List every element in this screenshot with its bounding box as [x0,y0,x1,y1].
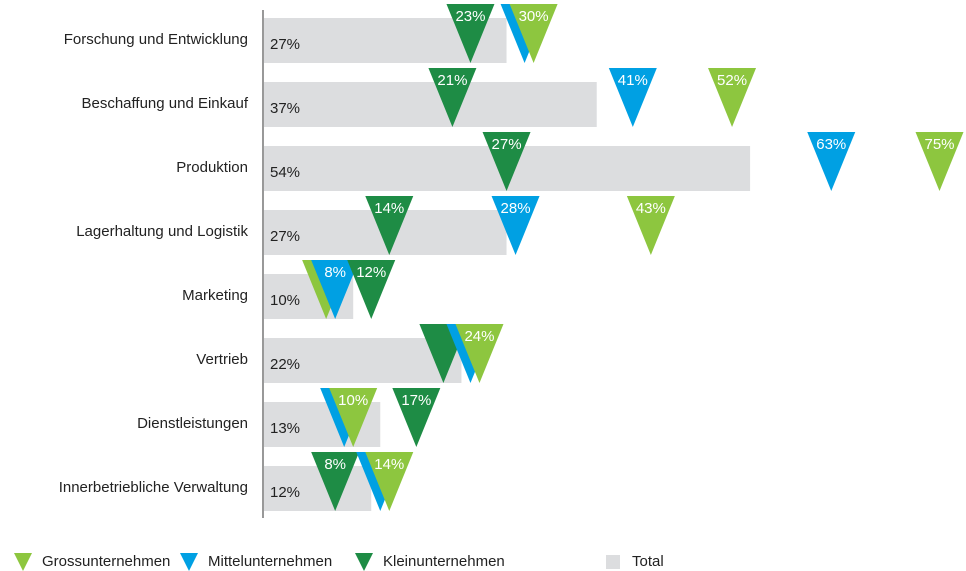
marker-group: 14% [365,452,414,511]
marker-label: 23% [455,8,485,25]
triangle-marker [626,196,675,255]
total-label: 54% [270,164,300,181]
total-label: 13% [270,420,300,437]
marker-group: 8% [311,260,360,319]
marker-group: 27% [482,132,531,191]
legend-label: Grossunternehmen [42,553,170,570]
marker-group: 30% [509,4,558,63]
marker-group: 21% [428,68,477,127]
total-label: 37% [270,100,300,117]
legend-label: Total [632,553,664,570]
marker-label: 8% [324,264,346,281]
marker-label: 24% [464,328,494,345]
triangle-marker [311,452,360,511]
triangle-marker [455,324,504,383]
legend-label: Kleinunternehmen [383,553,505,570]
triangle-marker [608,68,657,127]
marker-group: 17% [392,388,441,447]
triangle-marker [491,196,540,255]
legend-label: Mittelunternehmen [208,553,332,570]
triangle-marker [915,132,964,191]
triangle-marker [392,388,441,447]
marker-group: 63% [807,132,856,191]
total-label: 12% [270,484,300,501]
category-label: Produktion [176,159,248,176]
triangle-marker [347,260,396,319]
category-label: Forschung und Entwicklung [64,31,248,48]
marker-group: 14% [365,196,414,255]
triangle-marker [365,196,414,255]
marker-group: 23% [446,4,495,63]
marker-group: 28% [491,196,540,255]
triangle-marker [708,68,757,127]
triangle-marker [428,68,477,127]
marker-label: 28% [501,200,531,217]
marker-label: 43% [636,200,666,217]
marker-label: 21% [437,72,467,89]
triangle-marker [509,4,558,63]
marker-label: 17% [401,392,431,409]
triangle-marker [807,132,856,191]
triangle-marker [365,452,414,511]
marker-group: 10% [329,388,378,447]
marker-group: 12% [347,260,396,319]
marker-group: 52% [708,68,757,127]
marker-group: 75% [915,132,964,191]
category-label: Marketing [182,287,248,304]
category-label: Dienstleistungen [137,415,248,432]
category-label: Lagerhaltung und Logistik [76,223,248,240]
total-label: 22% [270,356,300,373]
triangle-marker [329,388,378,447]
total-label: 10% [270,292,300,309]
marker-label: 14% [374,456,404,473]
total-label: 27% [270,228,300,245]
marker-label: 27% [492,136,522,153]
legend-swatch [355,553,373,571]
category-label: Vertrieb [196,351,248,368]
marker-label: 12% [356,264,386,281]
marker-label: 52% [717,72,747,89]
triangle-marker [446,4,495,63]
legend-swatch [180,553,198,571]
marker-group: 41% [608,68,657,127]
marker-group: 24% [455,324,504,383]
marker-label: 75% [924,136,954,153]
marker-label: 14% [374,200,404,217]
category-label: Beschaffung und Einkauf [81,95,248,112]
category-label: Innerbetriebliche Verwaltung [59,479,248,496]
total-bar [264,82,597,127]
marker-label: 30% [519,8,549,25]
marker-label: 41% [618,72,648,89]
marker-label: 8% [324,456,346,473]
legend-swatch [14,553,32,571]
triangle-marker [482,132,531,191]
total-bar [264,466,372,511]
marker-label: 10% [338,392,368,409]
marker-label: 63% [816,136,846,153]
legend-swatch [606,555,620,569]
total-label: 27% [270,36,300,53]
triangle-marker [311,260,360,319]
marker-group: 43% [626,196,675,255]
marker-group: 8% [311,452,360,511]
